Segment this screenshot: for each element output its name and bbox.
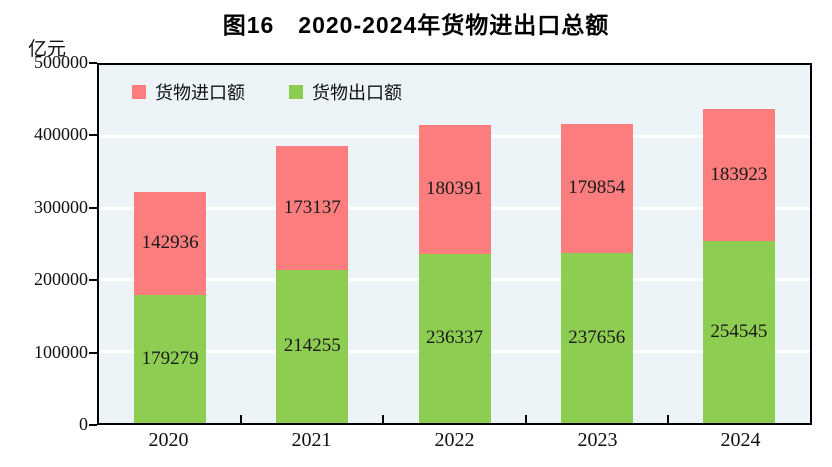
exports-swatch-icon (289, 85, 303, 99)
bar-segment-imports: 180391 (418, 124, 491, 254)
legend-label-exports: 货物出口额 (312, 83, 402, 103)
x-tick-label: 2020 (148, 429, 189, 451)
chart-title: 图16 2020-2024年货物进出口总额 (222, 12, 610, 38)
legend-item-imports: 货物进口额 (132, 79, 245, 105)
imports-swatch-icon (132, 85, 146, 99)
x-tick (382, 415, 385, 423)
y-tick-label: 500000 (34, 52, 88, 72)
bar-group-2023: 179854 237656 (526, 65, 668, 423)
bar-segment-imports: 179854 (560, 124, 633, 253)
y-tick (89, 62, 97, 64)
x-tick (524, 415, 527, 423)
bar-stack: 142936 179279 (134, 65, 207, 423)
bar-value-label: 254545 (710, 320, 768, 342)
x-tick (666, 415, 669, 423)
bar-group-2022: 180391 236337 (383, 65, 525, 423)
x-tick-marks (99, 65, 810, 423)
bar-segment-exports: 236337 (418, 253, 491, 423)
bar-segment-exports: 254545 (702, 240, 775, 423)
bar-segment-imports: 173137 (276, 145, 349, 270)
legend: 货物进口额 货物出口额 (132, 79, 402, 105)
bar-stack: 180391 236337 (418, 65, 491, 423)
bar-value-label: 173137 (283, 196, 341, 218)
bar-segment-imports: 142936 (134, 192, 207, 295)
y-tick (89, 206, 97, 209)
y-tick (89, 351, 97, 354)
bar-value-label: 179279 (141, 347, 199, 369)
y-tick (89, 134, 97, 137)
x-tick-label: 2023 (577, 429, 618, 451)
bar-segment-imports: 183923 (702, 109, 775, 241)
legend-label-imports: 货物进口额 (155, 83, 245, 103)
x-tick-label: 2021 (291, 429, 332, 451)
bar-group-2020: 142936 179279 (99, 65, 241, 423)
x-tick (240, 415, 243, 423)
y-tick-label: 0 (79, 414, 88, 434)
x-tick-label: 2022 (434, 429, 475, 451)
plot-area: 142936 179279 173137 214255 180391 236337 1798… (97, 63, 812, 425)
bar-stack: 179854 237656 (560, 65, 633, 423)
bar-segment-exports: 179279 (134, 294, 207, 423)
x-axis-labels: 2020 2021 2022 2023 2024 (97, 429, 812, 452)
bar-value-label: 214255 (283, 335, 341, 357)
y-axis-unit-label: 亿元 (28, 39, 67, 60)
bar-value-label: 183923 (710, 163, 768, 185)
bars-layer: 142936 179279 173137 214255 180391 236337 1798… (99, 65, 810, 423)
legend-item-exports: 货物出口额 (289, 79, 402, 105)
y-tick-label: 100000 (34, 341, 88, 362)
bar-group-2024: 183923 254545 (668, 65, 810, 423)
bar-value-label: 236337 (426, 327, 483, 349)
bar-segment-exports: 237656 (560, 252, 633, 423)
bar-segment-exports: 214255 (276, 269, 349, 423)
bar-group-2021: 173137 214255 (241, 65, 383, 423)
bar-stack: 173137 214255 (276, 65, 349, 423)
y-tick (89, 424, 97, 426)
y-tick-label: 200000 (34, 269, 88, 290)
y-tick (89, 279, 97, 282)
x-tick-label: 2024 (720, 429, 761, 451)
y-tick-label: 400000 (34, 124, 88, 145)
bar-value-label: 179854 (568, 177, 626, 199)
bar-value-label: 180391 (426, 178, 483, 200)
bar-value-label: 237656 (568, 326, 626, 348)
bar-value-label: 142936 (141, 232, 199, 254)
y-tick-label: 300000 (34, 196, 88, 217)
bar-stack: 183923 254545 (702, 65, 775, 423)
